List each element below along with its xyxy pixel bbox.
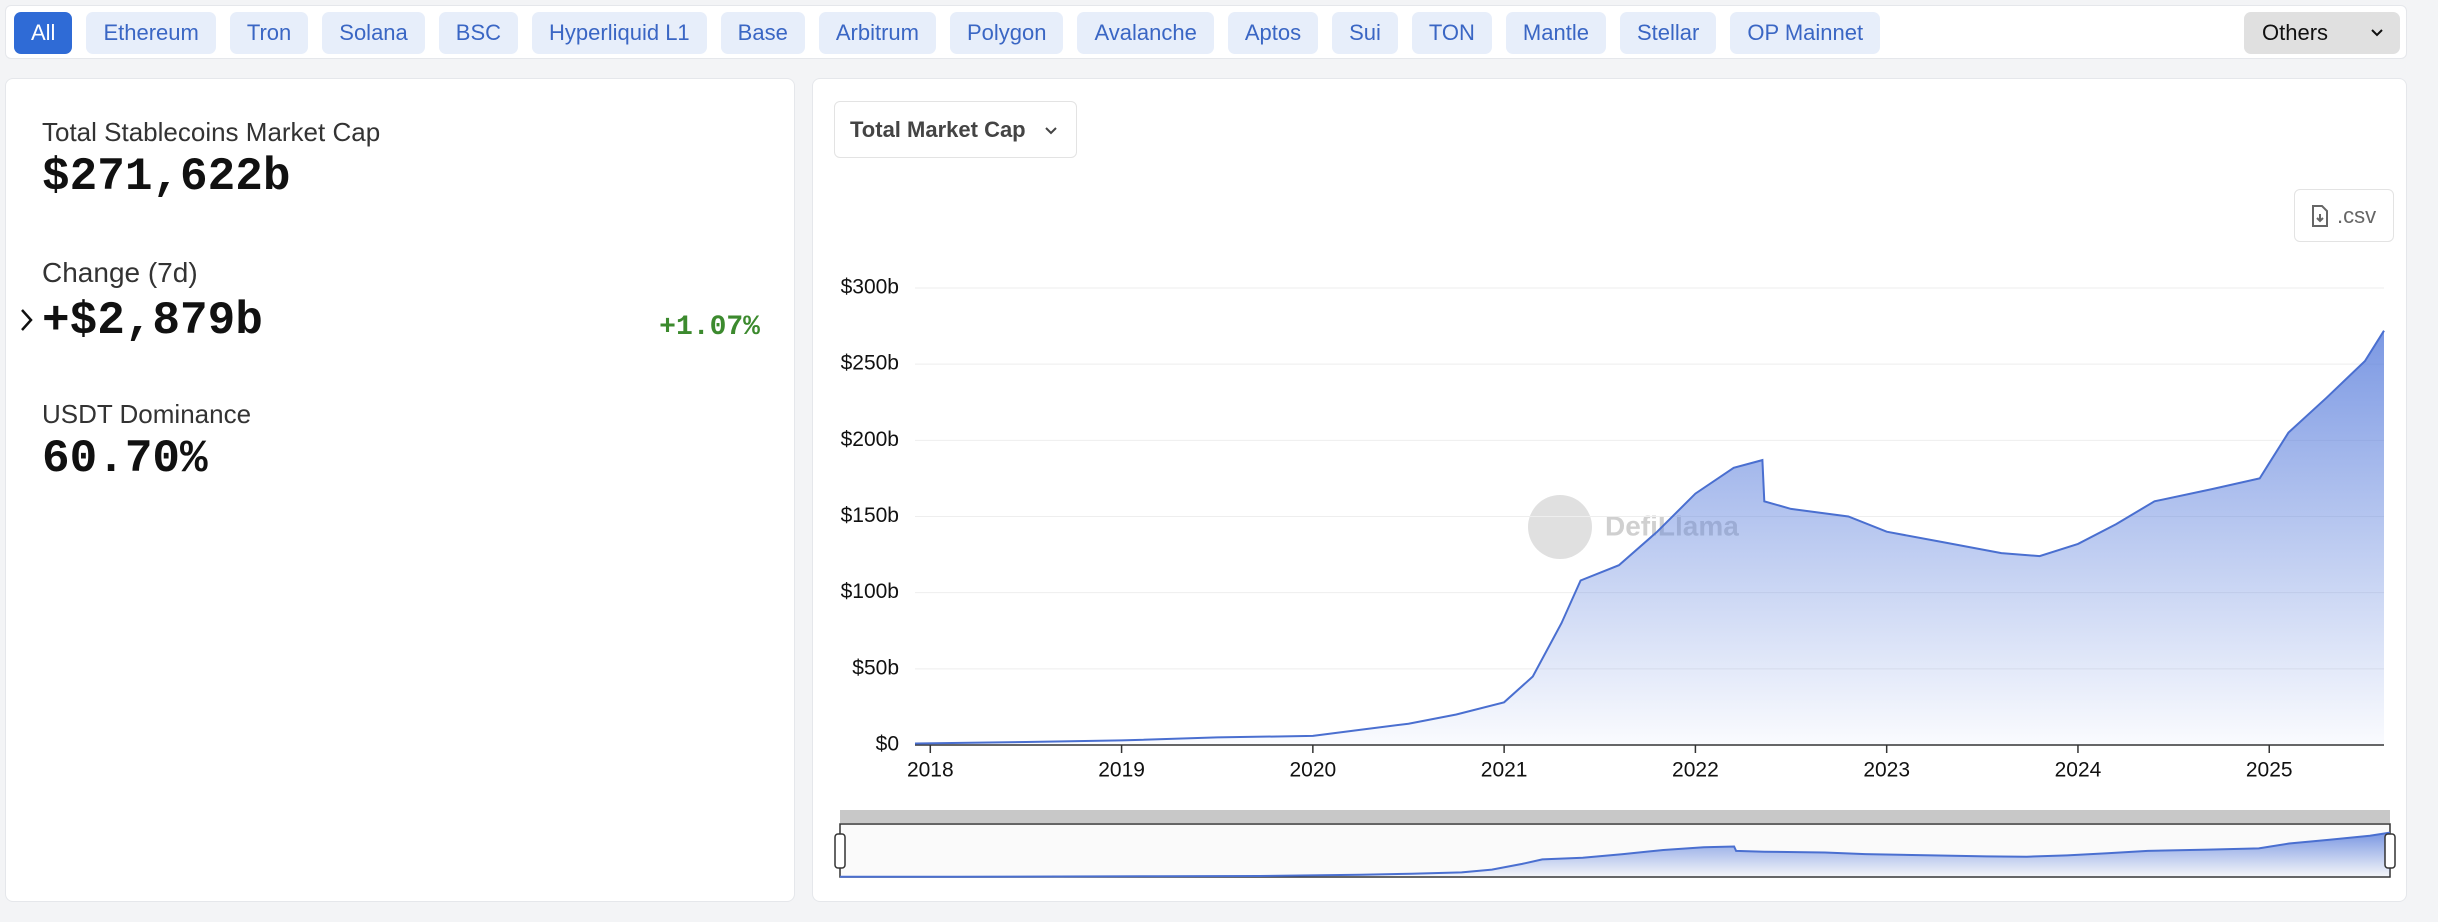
x-tick-label: 2025	[2246, 759, 2293, 782]
y-tick-label: $300b	[841, 276, 899, 299]
stats-panel: Total Stablecoins Market Cap $271,622b C…	[5, 78, 795, 902]
chain-tab[interactable]: Polygon	[949, 12, 1064, 54]
minimap-handle[interactable]	[2384, 833, 2396, 869]
chain-tab[interactable]: Base	[720, 12, 805, 54]
others-label: Others	[2262, 20, 2329, 45]
chart-panel: Total Market Cap .csv	[812, 78, 2407, 902]
area-line	[914, 330, 2385, 745]
stat-label: USDT Dominance	[42, 399, 252, 429]
x-tick-label: 2019	[1098, 759, 1145, 782]
chevron	[2371, 29, 2383, 37]
chain-tab[interactable]: Sui	[1332, 12, 1398, 54]
chain-tab[interactable]: TON	[1411, 12, 1492, 54]
minimap-line	[839, 831, 2391, 878]
chain-tab[interactable]: Stellar	[1619, 12, 1717, 54]
chain-tab[interactable]: Solana	[322, 12, 425, 54]
x-tick-label: 2024	[2055, 759, 2102, 782]
chain-tab[interactable]: Aptos	[1227, 12, 1319, 54]
metric-dropdown[interactable]: Total Market Cap	[834, 101, 1077, 158]
chevron	[1045, 127, 1057, 135]
chain-tab[interactable]: Tron	[229, 12, 309, 54]
minimap-handle[interactable]	[834, 833, 846, 869]
minimap-area	[840, 832, 2390, 877]
stat-value: +$2,879b	[42, 295, 263, 347]
change-percent: +1.07%	[659, 312, 760, 343]
y-tick-label: $50b	[852, 656, 899, 679]
stat-label: Change (7d)	[42, 257, 198, 288]
tab-bar: All Ethereum Tron Solana BSC Hyperliquid L1 Ba…	[5, 5, 2407, 59]
stat-label: Total Stablecoins Market Cap	[42, 117, 381, 147]
chain-tab[interactable]: Mantle	[1505, 12, 1606, 54]
x-tick-label: 2020	[1289, 759, 1336, 782]
x-tick-label: 2021	[1481, 759, 1528, 782]
chain-tab[interactable]: Ethereum	[86, 12, 216, 54]
chain-tab[interactable]: OP Mainnet	[1730, 12, 1881, 54]
area	[915, 330, 2384, 745]
expand-icon[interactable]	[18, 307, 36, 333]
x-tick-label: 2018	[907, 759, 954, 782]
tabs: All Ethereum Tron Solana BSC Hyperliquid L1 Ba…	[14, 12, 1881, 54]
x-tick-label: 2023	[1863, 759, 1910, 782]
y-tick-label: $250b	[841, 352, 899, 375]
others-button[interactable]: Others	[2244, 12, 2400, 54]
chain-tab[interactable]: Arbitrum	[818, 12, 936, 54]
stat-value: $271,622b	[42, 151, 291, 203]
minimap-bar	[840, 810, 2390, 823]
y-tick-label: $0	[876, 733, 899, 756]
y-tick-label: $100b	[841, 580, 899, 603]
chain-tab[interactable]: All	[14, 12, 73, 54]
csv-label: .csv	[2337, 203, 2377, 228]
y-tick-label: $200b	[841, 428, 899, 451]
chain-tab[interactable]: BSC	[438, 12, 519, 54]
dropdown-label: Total Market Cap	[850, 117, 1026, 142]
chain-tab[interactable]: Hyperliquid L1	[532, 12, 707, 54]
chain-tab[interactable]: Avalanche	[1077, 12, 1214, 54]
x-tick-label: 2022	[1672, 759, 1719, 782]
y-tick-label: $150b	[841, 504, 899, 527]
csv-button[interactable]: .csv	[2294, 189, 2394, 242]
file-icon	[2312, 205, 2328, 227]
stat-value: 60.70%	[42, 433, 208, 485]
